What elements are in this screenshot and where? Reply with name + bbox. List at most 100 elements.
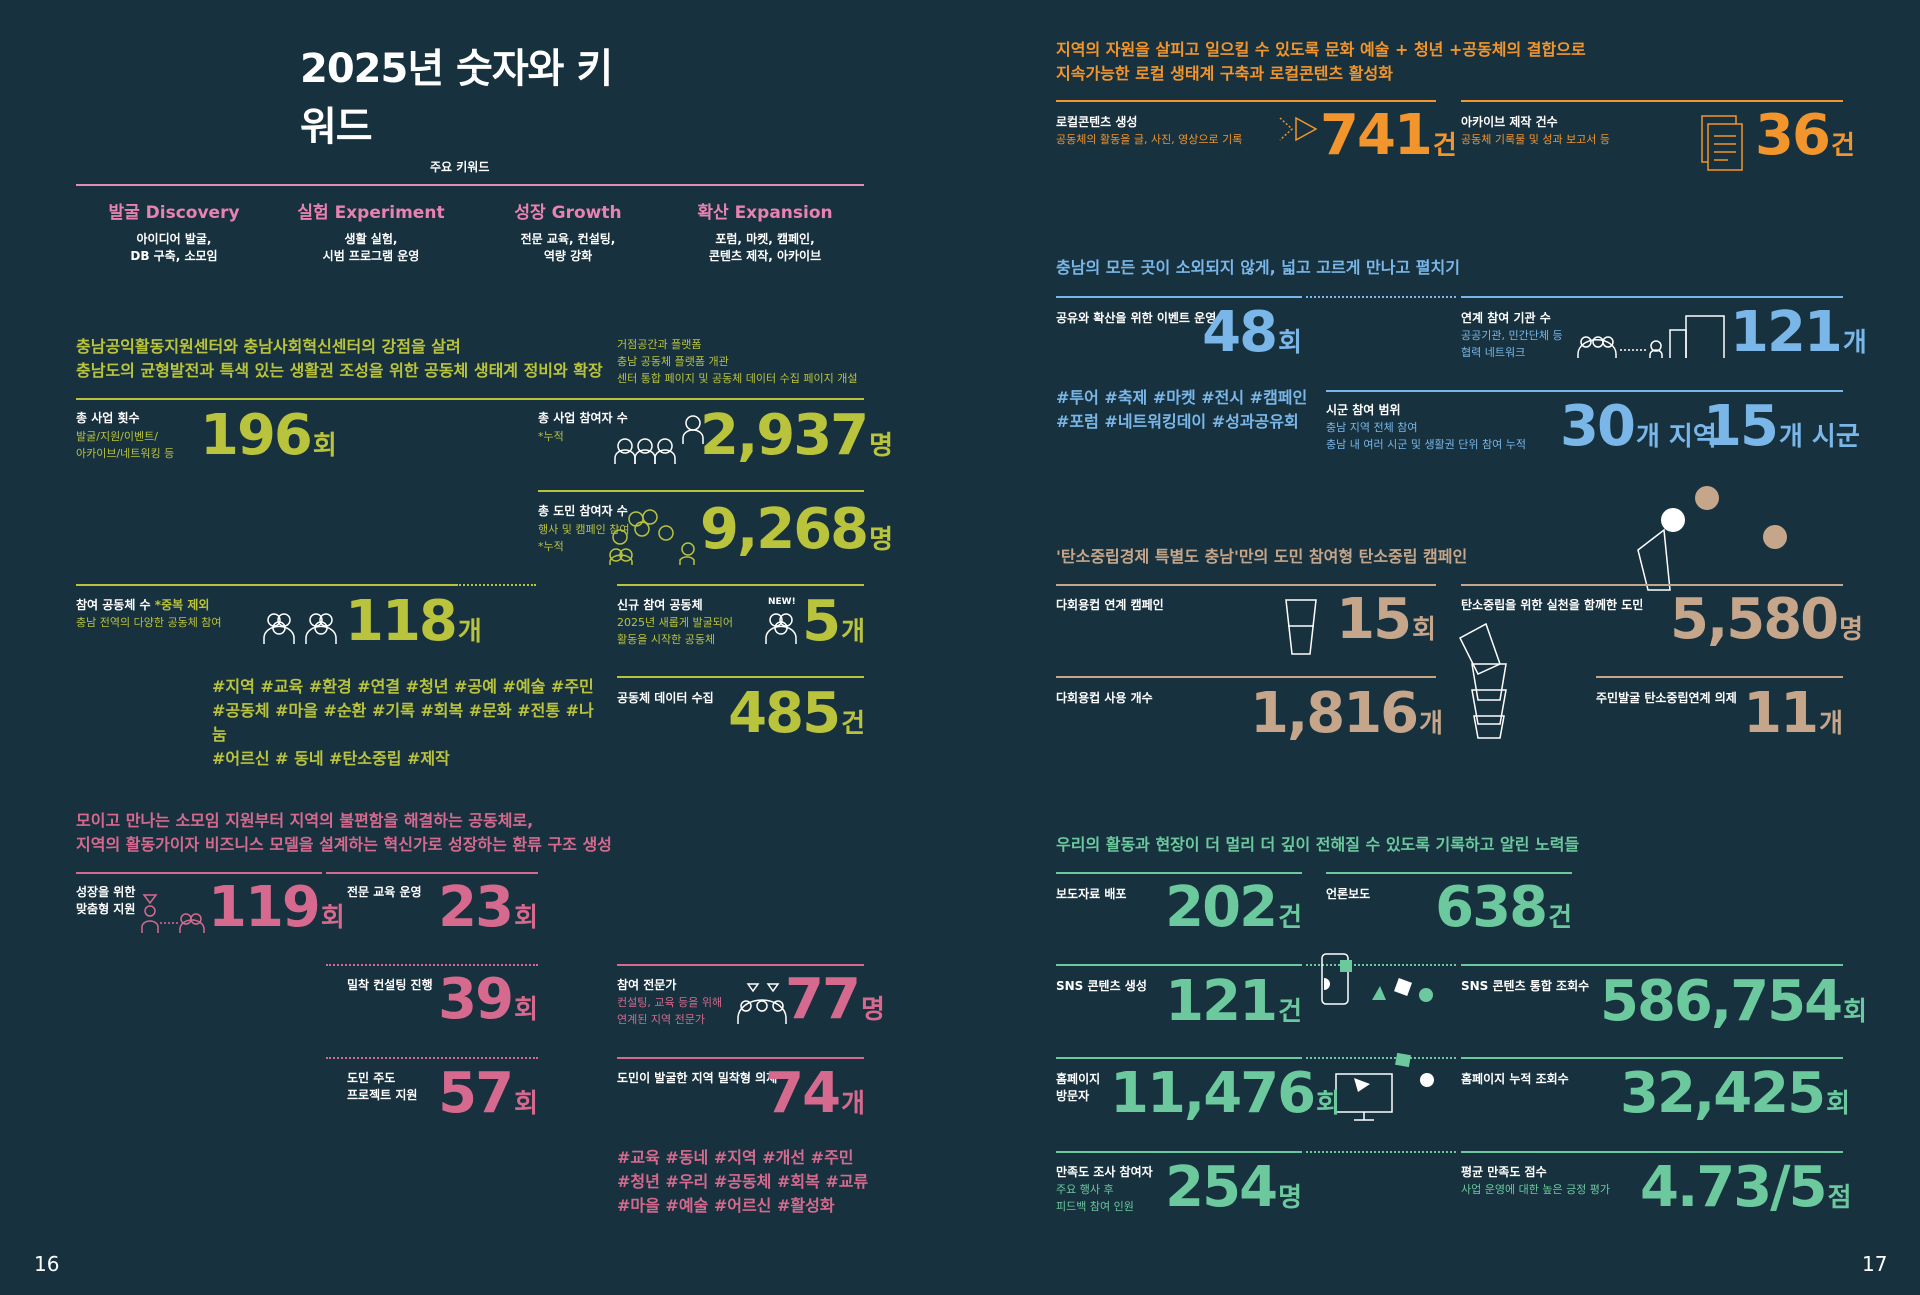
divider: [536, 398, 864, 400]
visitors-label: 홈페이지 방문자: [1056, 1072, 1101, 1103]
citizens-label: 총 도민 참여자 수: [538, 504, 628, 518]
range-sub: 충남 지역 전체 참여 충남 내 여러 시군 및 생활권 단위 참여 누적: [1326, 421, 1527, 451]
communities-label: 참여 공동체 수 *중복 제외: [76, 598, 210, 612]
divider: [326, 872, 538, 874]
section1-note: 거점공간과 플랫폼 충남 공동체 플랫폼 개관 센터 통합 페이지 및 공동체 데이…: [617, 338, 858, 385]
experts-label: 참여 전문가: [617, 978, 677, 992]
section2-tags: #교육 #동네 #지역 #개선 #주민 #청년 #우리 #공동체 #회복 #교류 #…: [617, 1148, 869, 1215]
carbon-heading: '탄소중립경제 특별도 충남'만의 도민 참여형 탄소중립 캠페인: [1056, 547, 1468, 566]
divider: [1056, 676, 1436, 678]
new-badge: NEW!: [768, 597, 796, 607]
divider: [1056, 1057, 1302, 1059]
carbon-citizens-value: 5,580명: [1670, 587, 1864, 652]
page-title: 2025년 숫자와 키워드: [300, 46, 613, 150]
keyword-discovery: 발굴 Discovery 아이디어 발굴, DB 구축, 소모임: [108, 203, 240, 263]
sns-value: 121건: [1165, 969, 1302, 1034]
page-number-right: 17: [1862, 1252, 1888, 1276]
visitors-value: 11,476회: [1110, 1061, 1341, 1126]
divider: [1461, 296, 1843, 298]
cup-count-label: 다회용컵 사용 개수: [1056, 691, 1153, 705]
education-value: 23회: [438, 875, 538, 940]
cup-campaign-label: 다회용컵 연계 캠페인: [1056, 598, 1164, 612]
group-icon: [263, 613, 337, 644]
sns-views-value: 586,754회: [1600, 969, 1867, 1034]
divider: [326, 1057, 538, 1059]
citizens-sub: 행사 및 캠페인 참여 *누적: [538, 523, 630, 553]
divider: [1461, 100, 1843, 102]
divider: [1326, 390, 1843, 392]
citizens-value: 9,268명: [700, 497, 894, 562]
divider: [617, 584, 864, 586]
divider: [617, 1057, 864, 1059]
communities-sub: 충남 전역의 다양한 공동체 참여: [76, 616, 222, 629]
consulting-label: 밀착 컨설팅 진행: [347, 978, 433, 992]
keyword-growth: 성장 Growth 전문 교육, 컨설팅, 역량 강화: [514, 203, 622, 263]
divider: [538, 490, 864, 492]
events-heading: 충남의 모든 곳이 소외되지 않게, 넓고 고르게 만나고 펼치기: [1056, 258, 1460, 277]
data-label: 공동체 데이터 수집: [617, 691, 714, 705]
archive-label: 아카이브 제작 건수: [1461, 115, 1558, 129]
local-sub: 공동체의 활동을 글, 사진, 영상으로 기록: [1056, 133, 1243, 146]
divider: [617, 964, 864, 966]
agenda-label: 도민이 발굴한 지역 밀착형 의제: [617, 1071, 778, 1085]
home-views-label: 홈페이지 누적 조회수: [1461, 1072, 1569, 1086]
score-sub: 사업 운영에 대한 높은 긍정 평가: [1461, 1183, 1611, 1196]
stacked-cups-icon: [1459, 622, 1507, 739]
total-projects-value: 196회: [200, 403, 337, 468]
section2-heading: 모이고 만나는 소모임 지원부터 지역의 불편함을 해결하는 공동체로, 지역의 …: [76, 811, 612, 854]
events-tags: #투어 #축제 #마켓 #전시 #캠페인 #포럼 #네트워킹데이 #성과공유회: [1056, 388, 1308, 431]
new-communities-sub: 2025년 새롭게 발굴되어 활동을 시작한 공동체: [617, 616, 733, 646]
range-city-value: 15개 시군: [1703, 394, 1860, 459]
keyword-experiment: 실험 Experiment 생활 실험, 시범 프로그램 운영: [297, 203, 445, 263]
data-value: 485건: [728, 681, 865, 746]
participants-value: 2,937명: [700, 403, 894, 468]
sns-label: SNS 콘텐츠 생성: [1056, 979, 1147, 993]
local-label: 로컬콘텐츠 생성: [1056, 115, 1138, 129]
divider: [617, 676, 864, 678]
new-communities-value: 5개: [802, 589, 865, 654]
new-communities-label: 신규 참여 공동체: [617, 598, 703, 612]
orgs-sub: 공공기관, 민간단체 등 협력 네트워크: [1461, 329, 1563, 359]
play-icon: [1279, 116, 1318, 142]
projects-value: 57회: [438, 1061, 538, 1126]
archive-sub: 공동체 기록물 및 성과 보고서 등: [1461, 133, 1611, 146]
experts-sub: 컨설팅, 교육 등을 위해 연계된 지역 전문가: [617, 996, 723, 1026]
divider: [1326, 872, 1572, 874]
total-projects-label: 총 사업 횟수: [76, 411, 140, 425]
divider: [456, 584, 536, 586]
growth-value: 119회: [208, 875, 345, 940]
total-projects-sub: 발굴/지원/이벤트/아카이브/네트워킹 등: [76, 430, 175, 460]
cup-icon: [1285, 599, 1317, 655]
orgs-label: 연계 참여 기관 수: [1461, 311, 1551, 325]
page-number-left: 16: [34, 1252, 60, 1276]
education-label: 전문 교육 운영: [347, 885, 422, 899]
divider: [1461, 1057, 1843, 1059]
carbon-citizens-label: 탄소중립을 위한 실천을 함께한 도민: [1461, 598, 1644, 612]
events-label: 공유와 확산을 위한 이벤트 운영: [1056, 311, 1217, 325]
cup-count-value: 1,816개: [1250, 681, 1444, 746]
press-value: 202건: [1165, 875, 1302, 940]
divider: [1306, 964, 1456, 966]
consulting-value: 39회: [438, 967, 538, 1032]
keywords-label: 주요 키워드: [430, 160, 490, 174]
media-label: 언론보도: [1326, 887, 1371, 901]
events-value: 48회: [1202, 300, 1302, 365]
divider: [76, 398, 536, 400]
cup-campaign-value: 15회: [1336, 587, 1436, 652]
media-heading: 우리의 활동과 현장이 더 멀리 더 깊이 전해질 수 있도록 기록하고 알린 …: [1056, 835, 1580, 854]
divider: [326, 964, 538, 966]
growth-label: 성장을 위한 맞춤형 지원: [76, 885, 136, 916]
local-heading: 지역의 자원을 살피고 일으킬 수 있도록 문화 예술 + 청년 +공동체의 결…: [1056, 40, 1586, 83]
projects-label: 도민 주도 프로젝트 지원: [347, 1071, 418, 1102]
experts-icon: [737, 983, 787, 1024]
communities-value: 118개: [345, 589, 482, 654]
media-value: 638건: [1435, 875, 1572, 940]
home-views-value: 32,425회: [1620, 1061, 1851, 1126]
divider: [1056, 296, 1302, 298]
document-icon: [1701, 115, 1743, 171]
press-label: 보도자료 배포: [1056, 887, 1127, 901]
survey-label: 만족도 조사 참여자: [1056, 1165, 1153, 1179]
crowd-icon: [609, 509, 695, 565]
new-group-icon: [765, 613, 797, 644]
divider: [1306, 1057, 1456, 1059]
